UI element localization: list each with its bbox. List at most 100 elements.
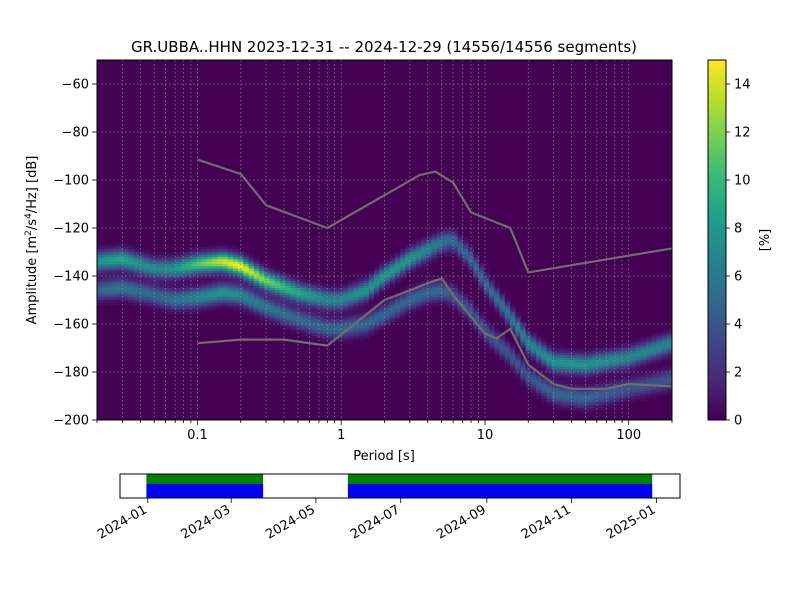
density-cell [102, 280, 109, 284]
density-cell [457, 307, 464, 310]
density-cell [279, 319, 286, 322]
density-cell [530, 379, 537, 382]
density-cell [588, 400, 595, 404]
density-cell [180, 290, 187, 294]
density-cell [295, 316, 302, 320]
density-cell [259, 304, 265, 308]
density-cell [227, 276, 234, 279]
density-cell [243, 276, 250, 279]
density-cell [238, 285, 244, 289]
density-cell [525, 369, 532, 373]
density-cell [651, 340, 657, 344]
density-cell [577, 379, 584, 382]
density-cell [551, 345, 558, 349]
density-cell [572, 369, 579, 373]
density-cell [342, 336, 349, 339]
density-cell [588, 405, 595, 409]
density-cell [640, 374, 647, 378]
density-cell [311, 292, 318, 296]
density-cell [640, 345, 647, 349]
density-cell [185, 307, 192, 310]
density-cell [217, 252, 224, 255]
density-cell [421, 252, 427, 255]
density-cell [410, 309, 417, 313]
density-cell [232, 254, 239, 258]
colorbar-tick-label: 0 [734, 414, 742, 429]
density-cell [117, 268, 124, 272]
density-cell [264, 266, 271, 270]
density-cell [630, 345, 637, 349]
density-cell [536, 355, 542, 358]
density-cell [374, 297, 380, 301]
density-cell [635, 350, 642, 354]
density-cell [154, 280, 161, 284]
density-cell [624, 386, 631, 390]
density-cell [358, 338, 365, 342]
density-cell [473, 307, 480, 310]
density-cell [394, 280, 401, 284]
density-cell [332, 324, 339, 327]
density-cell [651, 364, 657, 368]
density-cell [557, 391, 563, 394]
density-cell [363, 278, 370, 282]
density-cell [452, 285, 459, 289]
density-cell [363, 328, 370, 332]
density-cell [410, 300, 417, 303]
density-cell [379, 276, 386, 279]
density-cell [410, 271, 417, 274]
density-cell [389, 271, 396, 274]
density-cell [567, 408, 574, 411]
density-cell [551, 352, 558, 356]
density-cell [128, 271, 135, 274]
density-cell [232, 259, 239, 262]
density-cell [358, 295, 365, 298]
density-cell [389, 319, 396, 322]
density-cell [300, 300, 307, 303]
density-cell [609, 364, 616, 368]
density-cell [635, 348, 642, 351]
density-cell [530, 374, 537, 378]
density-cell [494, 333, 501, 337]
density-cell [117, 254, 124, 258]
density-cell [259, 273, 265, 277]
density-cell [154, 273, 161, 277]
density-cell [536, 393, 542, 397]
density-cell [452, 230, 459, 234]
density-cell [572, 398, 579, 402]
density-cell [431, 244, 438, 248]
density-cell [515, 312, 522, 315]
density-cell [279, 314, 286, 318]
density-cell [478, 319, 485, 322]
density-cell [583, 348, 589, 351]
density-cell [133, 302, 140, 306]
density-cell [128, 259, 135, 262]
density-cell [651, 372, 657, 375]
density-cell [635, 360, 642, 363]
density-cell [645, 360, 652, 363]
density-cell [504, 355, 511, 358]
density-cell [306, 316, 312, 320]
density-cell [562, 362, 569, 366]
density-cell [509, 355, 516, 358]
density-cell [217, 302, 224, 306]
density-cell [259, 302, 265, 306]
density-cell [274, 273, 281, 277]
density-cell [567, 357, 574, 361]
density-cell [107, 288, 114, 291]
density-cell [238, 302, 244, 306]
timeline-tick-label: 2025-01 [604, 502, 659, 542]
density-cell [405, 273, 412, 277]
density-cell [609, 352, 616, 356]
density-cell [651, 333, 657, 337]
density-cell [666, 340, 672, 344]
density-cell [316, 309, 323, 313]
density-cell [442, 242, 448, 246]
density-cell [196, 273, 203, 277]
density-cell [206, 307, 213, 310]
density-cell [489, 338, 495, 342]
density-cell [640, 357, 647, 361]
density-cell [562, 360, 569, 363]
density-cell [515, 357, 522, 361]
density-cell [405, 285, 412, 289]
density-cell [243, 290, 250, 294]
